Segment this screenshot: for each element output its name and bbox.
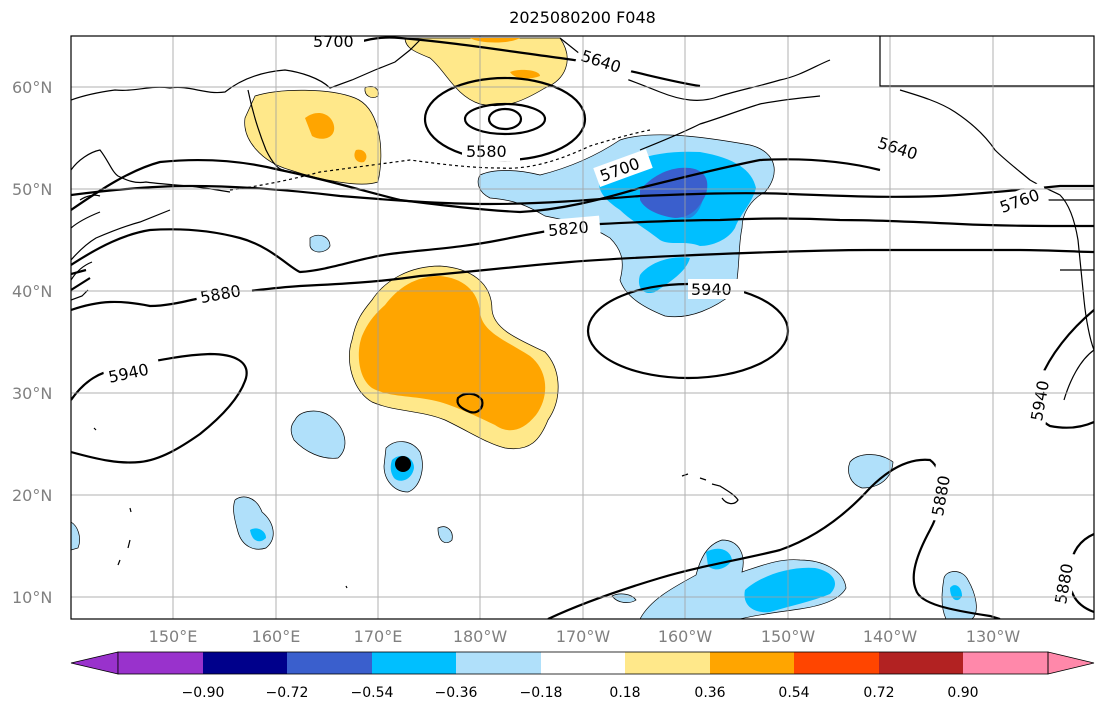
longitude-label: 150°W xyxy=(761,627,816,646)
longitude-label: 130°W xyxy=(966,627,1021,646)
gridlines xyxy=(71,36,1094,619)
colorbar-segment xyxy=(541,652,625,674)
colorbar-tick-label: −0.54 xyxy=(351,685,394,701)
contour-label: 5580 xyxy=(466,142,507,161)
longitude-label: 180°W xyxy=(453,627,508,646)
asia-coastline xyxy=(71,39,421,101)
latitude-label: 20°N xyxy=(12,486,52,505)
colorbar: −0.90 −0.72 −0.54 −0.36 −0.18 0.18 0.36 … xyxy=(70,651,1095,701)
map-frame xyxy=(70,35,1095,620)
latitude-label: 60°N xyxy=(12,78,52,97)
positive-anomaly-core xyxy=(358,276,546,431)
latitude-label: 30°N xyxy=(12,384,52,403)
hawaii-islands xyxy=(681,473,739,505)
contour-label: 5940 xyxy=(1027,379,1053,422)
latitude-label: 40°N xyxy=(12,282,52,301)
contour-label: 5820 xyxy=(547,218,589,240)
contour-label: 5940 xyxy=(691,280,732,299)
colorbar-tick-label: 0.36 xyxy=(694,685,725,701)
colorbar-segment xyxy=(287,652,372,674)
colorbar-segment xyxy=(456,652,541,674)
positive-anomaly-core xyxy=(305,112,335,139)
contour-label: 5880 xyxy=(199,281,242,307)
colorbar-tick-label: 0.18 xyxy=(609,685,640,701)
longitude-label: 170°E xyxy=(354,627,403,646)
height-contour-layer xyxy=(71,36,1094,619)
colorbar-segment xyxy=(625,652,710,674)
map-title: 2025080200 F048 xyxy=(509,8,656,27)
colorbar-segment xyxy=(203,652,287,674)
positive-anomaly-region xyxy=(244,89,382,185)
colorbar-extend-low xyxy=(70,651,119,675)
colorbar-segment xyxy=(118,652,203,674)
longitude-label: 170°W xyxy=(556,627,611,646)
longitude-axis: 150°E 160°E 170°E 180°W 170°W 160°W 150°… xyxy=(149,627,1021,646)
colorbar-tick-label: 0.54 xyxy=(778,685,809,701)
aleutian-islands xyxy=(229,129,651,191)
colorbar-tick-label: −0.72 xyxy=(266,685,309,701)
contour-label: 5880 xyxy=(928,474,954,517)
latitude-label: 50°N xyxy=(12,180,52,199)
height-contour-5880-south xyxy=(547,458,1001,619)
longitude-label: 160°E xyxy=(252,627,301,646)
colorbar-segment xyxy=(879,652,963,674)
longitude-label: 140°W xyxy=(863,627,918,646)
contour-label: 5940 xyxy=(107,360,151,387)
shaded-anomaly-layer xyxy=(71,37,977,619)
height-contour-5820 xyxy=(71,217,1094,274)
japan-coastline xyxy=(71,209,171,281)
latitude-axis: 60°N 50°N 40°N 30°N 20°N 10°N xyxy=(12,78,52,607)
colorbar-segment xyxy=(963,652,1048,674)
longitude-label: 160°W xyxy=(658,627,713,646)
colorbar-segment xyxy=(794,652,879,674)
latitude-label: 10°N xyxy=(12,588,52,607)
contour-label: 5700 xyxy=(313,32,354,51)
colorbar-segment xyxy=(710,652,794,674)
colorbar-extend-high xyxy=(1047,651,1095,675)
height-contour-5640 xyxy=(344,36,701,88)
colorbar-tick-label: −0.90 xyxy=(182,685,225,701)
kamchatka-coastline xyxy=(247,89,285,171)
colorbar-segment xyxy=(372,652,456,674)
colorbar-tick-label: −0.18 xyxy=(520,685,563,701)
contour-label: 5760 xyxy=(997,185,1042,217)
colorbar-tick-label: 0.90 xyxy=(947,685,978,701)
colorbar-tick-label: 0.72 xyxy=(863,685,894,701)
contour-label: 5880 xyxy=(1051,562,1077,605)
longitude-label: 150°E xyxy=(149,627,198,646)
negative-anomaly-region xyxy=(290,410,346,459)
storm-center-marker xyxy=(395,456,411,472)
map-panel: 5700 5640 5580 5700 5640 5760 5820 5880 … xyxy=(71,32,1094,619)
colorbar-tick-label: −0.36 xyxy=(435,685,478,701)
